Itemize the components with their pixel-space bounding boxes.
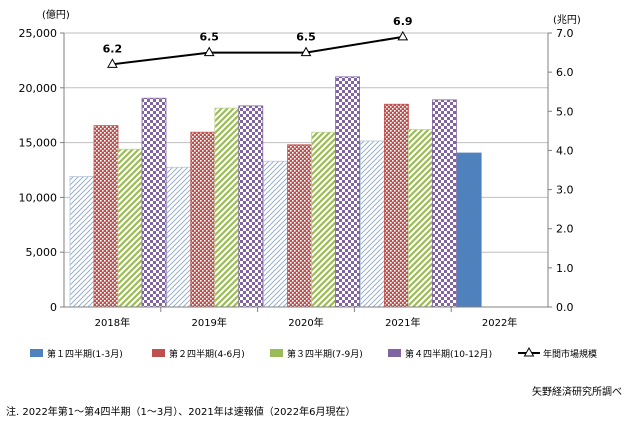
left-tick-label: 5,000	[26, 246, 58, 259]
line-marker	[300, 46, 312, 57]
bar	[407, 129, 433, 308]
bar	[263, 160, 289, 308]
line-marker	[397, 30, 409, 41]
right-tick-label: 0.0	[556, 301, 574, 314]
bar	[359, 140, 385, 308]
category-label: 2022年	[482, 316, 517, 329]
legend-label: 第１四半期(1-3月)	[47, 348, 123, 360]
bar	[311, 131, 337, 308]
bars	[69, 76, 482, 308]
left-tick-label: 15,000	[19, 137, 58, 150]
bar	[287, 144, 313, 308]
line-marker	[107, 58, 118, 68]
bar	[238, 105, 264, 308]
category-label: 2020年	[288, 316, 323, 329]
right-tick-label: 1.0	[556, 262, 574, 275]
legend-swatch	[152, 349, 165, 357]
left-tick-label: 20,000	[19, 82, 58, 95]
legend-label: 第３四半期(7-9月)	[287, 348, 363, 360]
bar	[456, 152, 482, 308]
right-tick-label: 4.0	[556, 144, 574, 157]
bar	[141, 97, 167, 308]
category-label: 2018年	[95, 316, 130, 329]
axes	[63, 33, 549, 308]
line-data-label: 6.5	[199, 31, 219, 44]
bar	[431, 99, 457, 308]
legend-label: 第４四半期(10-12月)	[405, 348, 492, 360]
annual-line-path	[112, 35, 403, 66]
bar	[335, 76, 361, 308]
footnote: 注. 2022年第1～第4四半期（1～3月）、2021年は速報値（2022年6月…	[6, 407, 356, 418]
category-label: 2021年	[385, 316, 420, 329]
left-tick-label: 10,000	[19, 191, 58, 204]
bar	[69, 176, 95, 308]
line-data-label: 6.5	[296, 31, 316, 44]
right-tick-label: 5.0	[556, 105, 574, 118]
annual-line: 6.2 6.5 6.5 6.9	[103, 15, 413, 68]
legend-swatch	[270, 349, 283, 357]
line-data-label: 6.2	[103, 42, 123, 55]
legend-swatch	[388, 349, 401, 357]
source-note: 矢野経済研究所調べ	[532, 387, 622, 398]
legend-swatch	[30, 349, 43, 357]
bar	[166, 166, 192, 308]
legend-label: 年間市場規模	[543, 348, 597, 360]
line-marker	[203, 46, 215, 57]
left-axis-unit: (億円)	[42, 8, 70, 21]
right-tick-label: 7.0	[556, 27, 574, 40]
right-tick-label: 3.0	[556, 184, 574, 197]
bar	[190, 131, 216, 308]
left-tick-label: 25,000	[19, 27, 58, 40]
bar	[93, 125, 119, 308]
right-axis-unit: (兆円)	[553, 14, 581, 26]
left-axis-ticks: 0 5,000 10,000 15,000 20,000 25,000	[19, 27, 64, 314]
bar	[214, 107, 240, 308]
bar	[383, 103, 409, 308]
legend-label: 第２四半期(4-6月)	[169, 348, 245, 360]
right-tick-label: 2.0	[556, 223, 574, 236]
right-tick-label: 6.0	[556, 66, 574, 79]
legend-line-marker	[523, 346, 535, 357]
line-data-label: 6.9	[393, 15, 413, 28]
right-axis-ticks: 0.0 1.0 2.0 3.0 4.0 5.0 6.0 7.0	[548, 27, 574, 314]
category-labels: 2018年 2019年 2020年 2021年 2022年	[95, 307, 517, 329]
legend: 第１四半期(1-3月) 第２四半期(4-6月) 第３四半期(7-9月) 第４四半期(1…	[30, 346, 597, 360]
bar	[117, 148, 143, 308]
left-tick-label: 0	[50, 301, 57, 314]
category-label: 2019年	[191, 316, 226, 329]
